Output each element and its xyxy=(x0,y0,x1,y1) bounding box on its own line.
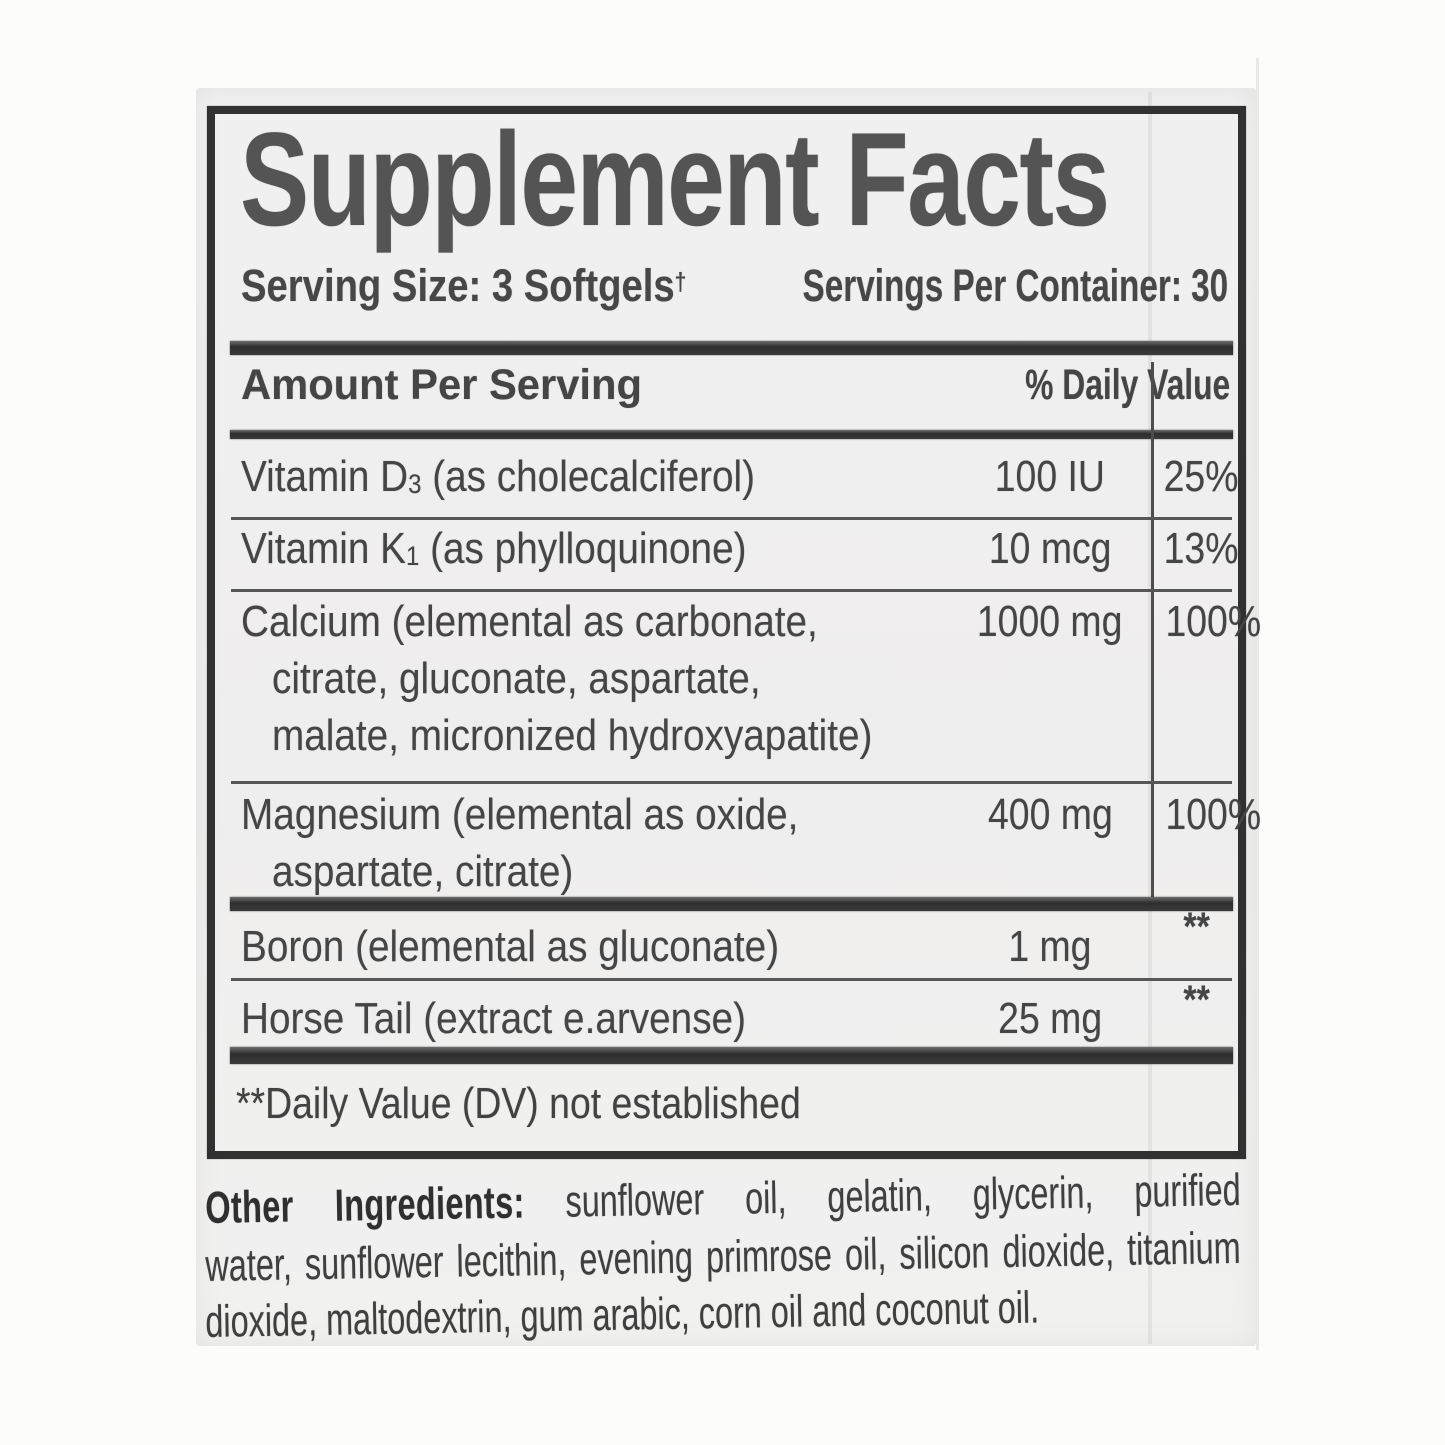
amount-cell: 10 mcg xyxy=(988,524,1112,573)
amount-cell: 1 mg xyxy=(1008,922,1092,971)
ingredient-row-calcium-line3: malate, micronized hydroxyapatite) xyxy=(272,711,873,760)
ingredient-row-vitamin-d3: Vitamin D3 (as cholecalciferol) xyxy=(241,452,756,501)
dv-cell: 25% xyxy=(1163,452,1239,501)
thick-divider-top xyxy=(230,341,1233,355)
row-divider xyxy=(231,589,1232,592)
row-divider xyxy=(231,978,1232,981)
thick-divider-bottom xyxy=(230,1047,1233,1064)
ingredient-row-magnesium: Magnesium (elemental as oxide, xyxy=(241,790,799,839)
supplement-facts-box xyxy=(207,106,1246,1159)
amount-per-serving-header: Amount Per Serving xyxy=(241,361,642,409)
dagger-mark: † xyxy=(674,268,687,296)
thick-divider-mid xyxy=(230,897,1233,911)
supplement-facts-title: Supplement Facts xyxy=(240,106,1110,254)
ingredient-row-horse-tail: Horse Tail (extract e.arvense) xyxy=(241,994,746,1043)
label-background xyxy=(196,88,1256,1346)
servings-per-container: Servings Per Container: 30 xyxy=(802,260,1228,311)
dv-cell: 100% xyxy=(1165,790,1262,839)
thick-divider-header xyxy=(230,430,1233,439)
dv-cell: 100% xyxy=(1165,597,1262,646)
daily-value-footnote: **Daily Value (DV) not established xyxy=(236,1079,801,1128)
ingredient-row-calcium: Calcium (elemental as carbonate, xyxy=(241,597,818,646)
amount-cell: 25 mg xyxy=(998,994,1102,1043)
ingredient-row-boron: Boron (elemental as gluconate) xyxy=(241,922,780,971)
row-divider xyxy=(231,517,1232,520)
dv-cell-asterisks: ** xyxy=(1183,905,1211,949)
other-ingredients-label: Other Ingredients: xyxy=(204,1176,526,1233)
ingredient-row-calcium-line2: citrate, gluconate, aspartate, xyxy=(272,654,761,703)
label-crease-artifact xyxy=(1148,92,1152,1344)
dv-cell-asterisks: ** xyxy=(1183,978,1211,1022)
ingredient-row-vitamin-k1: Vitamin K1 (as phylloquinone) xyxy=(241,524,747,573)
column-divider xyxy=(1151,362,1154,899)
daily-value-header: % Daily Value xyxy=(1024,361,1230,409)
amount-cell: 100 IU xyxy=(994,452,1106,501)
dv-cell: 13% xyxy=(1163,524,1239,573)
serving-size: Serving Size: 3 Softgels† xyxy=(241,260,687,311)
amount-cell: 1000 mg xyxy=(977,597,1123,646)
ingredient-row-magnesium-line2: aspartate, citrate) xyxy=(272,847,574,896)
bottle-edge-line xyxy=(1256,58,1259,1350)
row-divider xyxy=(231,781,1232,784)
amount-cell: 400 mg xyxy=(987,790,1113,839)
